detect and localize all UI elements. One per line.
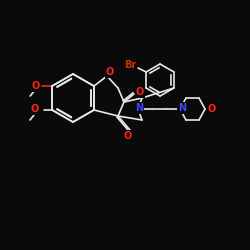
- Text: O: O: [136, 87, 144, 97]
- Text: O: O: [208, 104, 216, 114]
- Text: O: O: [106, 67, 114, 77]
- Text: N: N: [178, 103, 186, 113]
- Text: O: O: [31, 81, 39, 91]
- Text: Br: Br: [124, 60, 136, 70]
- Text: O: O: [31, 104, 39, 114]
- Text: O: O: [124, 131, 132, 141]
- Text: N: N: [135, 103, 143, 113]
